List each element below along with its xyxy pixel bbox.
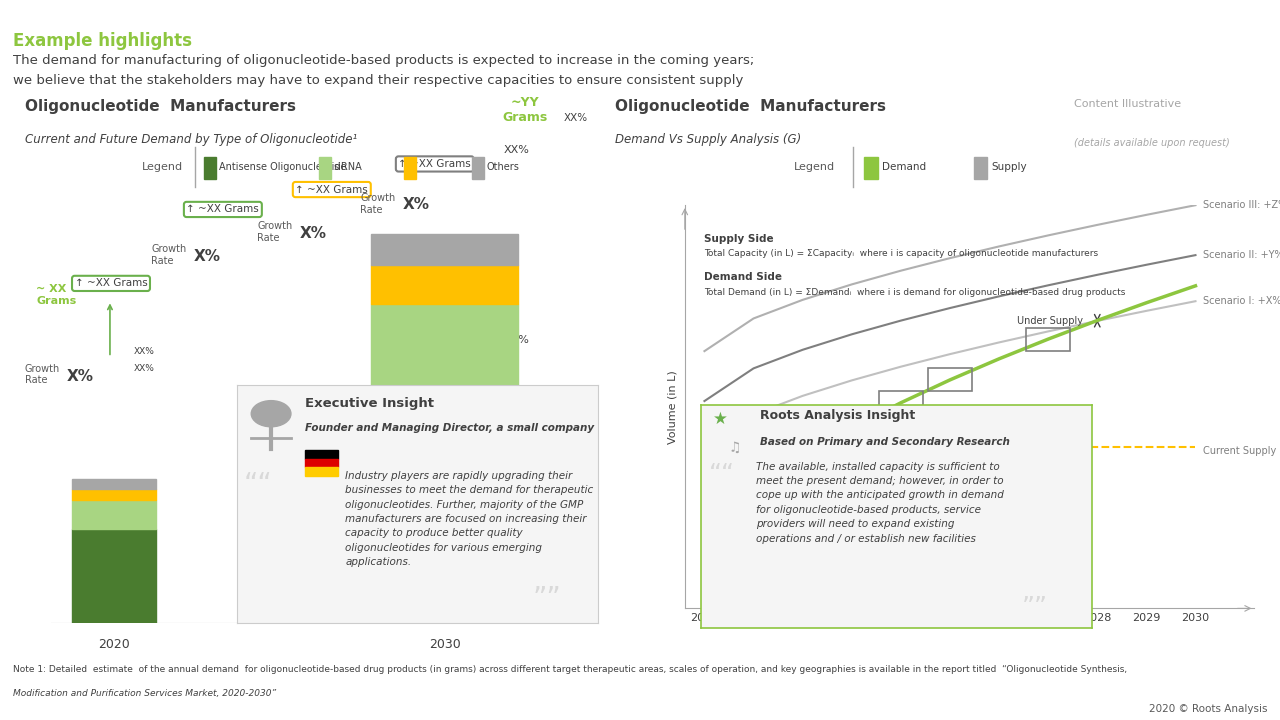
Text: X%: X% bbox=[67, 369, 93, 384]
Text: Oligonucleotide  Manufacturers: Oligonucleotide Manufacturers bbox=[614, 99, 886, 114]
Text: Oligonucleotide  Manufacturers: Oligonucleotide Manufacturers bbox=[24, 99, 296, 114]
Text: Antisense Oligonucleotide: Antisense Oligonucleotide bbox=[219, 162, 347, 172]
Text: XX%: XX% bbox=[503, 500, 529, 510]
Text: XX%: XX% bbox=[503, 336, 529, 346]
Text: Note 1: Detailed  estimate  of the annual demand  for oligonucleotide-based drug: Note 1: Detailed estimate of the annual … bbox=[13, 665, 1126, 674]
Bar bbox=[928, 369, 972, 392]
Text: X%: X% bbox=[193, 248, 220, 264]
Text: ””: ”” bbox=[532, 585, 562, 613]
Text: Scenario II: +Y%: Scenario II: +Y% bbox=[1203, 250, 1280, 260]
Text: Demand Vs Supply Analysis (G): Demand Vs Supply Analysis (G) bbox=[614, 132, 801, 145]
Text: ★: ★ bbox=[713, 410, 728, 428]
Text: Legend: Legend bbox=[142, 162, 183, 172]
Bar bbox=[404, 156, 416, 179]
Text: ““: ““ bbox=[709, 462, 735, 485]
Text: XX%: XX% bbox=[503, 145, 529, 155]
Bar bbox=[72, 489, 156, 500]
Text: Others: Others bbox=[486, 162, 520, 172]
Text: ““: ““ bbox=[244, 471, 273, 499]
Text: (details available upon request): (details available upon request) bbox=[1074, 138, 1230, 148]
Text: Supply Side: Supply Side bbox=[704, 234, 774, 244]
Text: Total Capacity (in L) = ΣCapacityᵢ  where i is capacity of oligonucleotide manuf: Total Capacity (in L) = ΣCapacityᵢ where… bbox=[704, 249, 1098, 258]
Bar bbox=[319, 156, 330, 179]
Bar bbox=[72, 500, 156, 529]
Text: ↑ ~XX Grams: ↑ ~XX Grams bbox=[187, 204, 260, 215]
Circle shape bbox=[251, 400, 291, 427]
Text: Under Supply: Under Supply bbox=[1016, 315, 1083, 325]
Text: Growth
Rate: Growth Rate bbox=[24, 364, 60, 385]
Text: Executive Insight: Executive Insight bbox=[306, 397, 434, 410]
Text: Roots Analysis Insight: Roots Analysis Insight bbox=[760, 409, 915, 422]
Text: ↑ ~XX Grams: ↑ ~XX Grams bbox=[296, 184, 369, 194]
Bar bbox=[472, 156, 484, 179]
Text: The demand for manufacturing of oligonucleotide-based products is expected to in: The demand for manufacturing of oligonuc… bbox=[13, 53, 754, 66]
Text: Example highlights: Example highlights bbox=[13, 32, 192, 50]
Bar bbox=[306, 467, 338, 476]
Text: Demand: Demand bbox=[882, 162, 925, 172]
Text: X%: X% bbox=[403, 197, 430, 212]
Bar bbox=[371, 265, 518, 304]
Text: XX%: XX% bbox=[133, 364, 155, 373]
Bar bbox=[306, 459, 338, 467]
Text: Legend: Legend bbox=[795, 162, 836, 172]
Text: Current Supply: Current Supply bbox=[1203, 446, 1276, 456]
Text: Total Demand (in L) = ΣDemandᵢ  where i is demand for oligonucleotide-based drug: Total Demand (in L) = ΣDemandᵢ where i i… bbox=[704, 288, 1126, 297]
Text: ↑ ~XX Grams: ↑ ~XX Grams bbox=[398, 159, 471, 169]
Text: Current and Future Demand by Type of Oligonucleotide¹: Current and Future Demand by Type of Oli… bbox=[24, 132, 357, 145]
Bar bbox=[371, 234, 518, 265]
Text: X%: X% bbox=[300, 226, 326, 240]
Bar bbox=[864, 156, 878, 179]
Bar bbox=[72, 529, 156, 623]
Text: Modification and Purification Services Market, 2020-2030”: Modification and Purification Services M… bbox=[13, 690, 276, 698]
Bar bbox=[72, 479, 156, 489]
Text: ↑ ~XX Grams: ↑ ~XX Grams bbox=[74, 279, 147, 289]
Bar bbox=[974, 156, 987, 179]
Text: The available, installed capacity is sufficient to
meet the present demand; howe: The available, installed capacity is suf… bbox=[756, 462, 1004, 544]
Bar bbox=[306, 450, 338, 459]
Text: Demand Side: Demand Side bbox=[704, 272, 782, 282]
Text: Founder and Managing Director, a small company: Founder and Managing Director, a small c… bbox=[306, 423, 594, 433]
Y-axis label: Volume (in L): Volume (in L) bbox=[668, 370, 678, 444]
Text: ~ XX
Grams: ~ XX Grams bbox=[36, 284, 77, 305]
Bar bbox=[371, 390, 518, 623]
Text: XX%: XX% bbox=[133, 347, 155, 356]
Text: ~YY
Grams: ~YY Grams bbox=[503, 96, 548, 124]
Text: siRNA: siRNA bbox=[334, 162, 362, 172]
Text: Content Illustrative: Content Illustrative bbox=[1074, 99, 1181, 109]
Text: XX%: XX% bbox=[563, 114, 588, 123]
Text: Supply: Supply bbox=[992, 162, 1027, 172]
Text: miRNA: miRNA bbox=[419, 162, 452, 172]
Text: ””: ”” bbox=[1021, 595, 1047, 619]
Text: Industry players are rapidly upgrading their
businesses to meet the demand for t: Industry players are rapidly upgrading t… bbox=[346, 471, 594, 567]
Bar bbox=[371, 304, 518, 390]
Text: Growth
Rate: Growth Rate bbox=[151, 244, 187, 266]
FancyArrowPatch shape bbox=[108, 305, 113, 354]
Text: Scenario III: +Z%: Scenario III: +Z% bbox=[1203, 200, 1280, 210]
Text: Over Supply: Over Supply bbox=[733, 515, 794, 525]
Text: Based on Primary and Secondary Research: Based on Primary and Secondary Research bbox=[760, 437, 1010, 447]
Text: ♫: ♫ bbox=[728, 441, 741, 454]
Text: we believe that the stakeholders may have to expand their respective capacities : we believe that the stakeholders may hav… bbox=[13, 73, 744, 86]
Text: 2030: 2030 bbox=[429, 639, 461, 652]
Text: Scenario I: +X%: Scenario I: +X% bbox=[1203, 296, 1280, 306]
Text: 2020 © Roots Analysis: 2020 © Roots Analysis bbox=[1148, 703, 1267, 714]
Bar bbox=[205, 156, 216, 179]
Text: Growth
Rate: Growth Rate bbox=[360, 193, 396, 215]
Bar bbox=[879, 391, 923, 414]
Bar bbox=[1027, 328, 1070, 351]
Text: 2020: 2020 bbox=[99, 639, 131, 652]
Text: Growth
Rate: Growth Rate bbox=[257, 222, 292, 243]
